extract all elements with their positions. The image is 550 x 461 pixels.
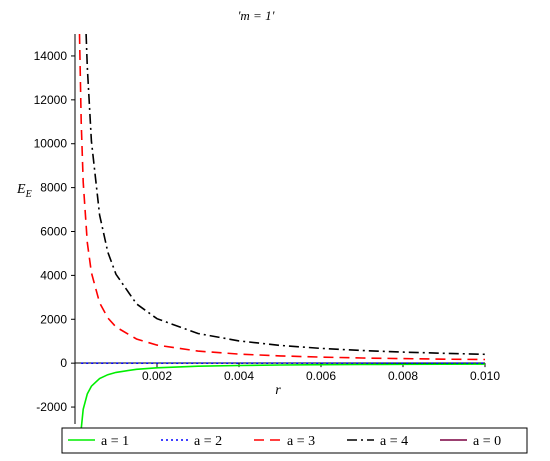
legend-label-4: a = 4 xyxy=(380,434,408,449)
y-axis-label-subscript: E xyxy=(25,189,32,200)
y-tick-label: 0 xyxy=(60,356,67,370)
series-line-1 xyxy=(80,363,486,430)
y-tick-label: 2000 xyxy=(40,312,67,326)
y-tick-label: 6000 xyxy=(40,225,67,239)
series-layer xyxy=(78,33,486,430)
x-tick-label: 0.008 xyxy=(388,369,418,383)
legend: a = 1 a = 2 a = 3 a = 4 a = 0 xyxy=(61,427,528,454)
legend-label-3: a = 3 xyxy=(287,434,315,449)
series-line-3 xyxy=(78,33,486,361)
y-tick-label: 12000 xyxy=(34,93,68,107)
y-axis-label: EE xyxy=(16,182,32,200)
y-ticks: -2000 0 2000 4000 6000 8000 10000 12000 14000 xyxy=(34,49,75,414)
x-tick-label: 0.002 xyxy=(142,369,172,383)
legend-label-2: a = 2 xyxy=(194,434,222,449)
y-tick-label: 14000 xyxy=(34,49,68,63)
y-tick-label: 4000 xyxy=(40,268,67,282)
x-ticks: 0.002 0.004 0.006 0.008 0.010 xyxy=(142,363,500,383)
x-axis-label: r xyxy=(275,383,281,398)
legend-label-1: a = 1 xyxy=(101,434,129,449)
legend-label-5: a = 0 xyxy=(473,434,501,449)
y-tick-label: -2000 xyxy=(36,400,67,414)
x-tick-label: 0.004 xyxy=(224,369,254,383)
y-tick-label: 10000 xyxy=(34,137,68,151)
y-tick-label: 8000 xyxy=(40,181,67,195)
x-tick-label: 0.006 xyxy=(306,369,336,383)
chart-title: 'm = 1' xyxy=(238,8,275,23)
x-tick-label: 0.010 xyxy=(470,369,500,383)
y-axis-label-main: E xyxy=(16,182,26,197)
series-line-4 xyxy=(85,33,486,356)
